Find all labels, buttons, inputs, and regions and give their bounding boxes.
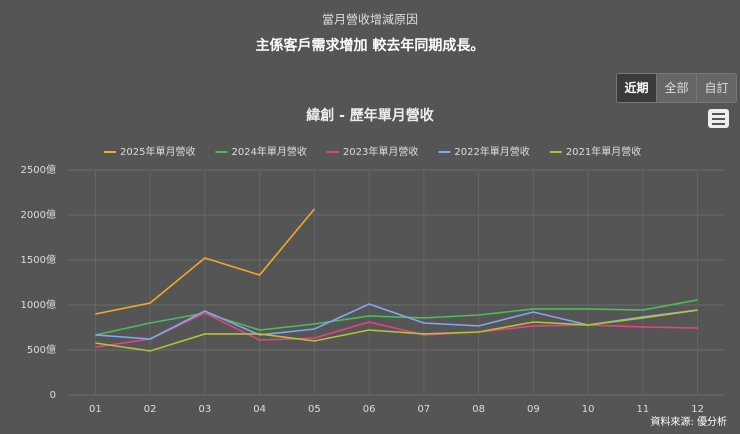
range-buttons: 近期 全部 自訂 [616, 73, 737, 103]
y-tick-label: 2500億 [21, 163, 56, 176]
menu-icon[interactable] [708, 109, 729, 128]
chart-title: 緯創 - 歷年單月營收 [306, 107, 435, 124]
legend-label: 2022年單月營收 [454, 145, 529, 158]
legend-label: 2024年單月營收 [231, 145, 306, 158]
x-tick-label: 06 [363, 404, 376, 415]
y-tick-label: 2000億 [21, 208, 56, 221]
x-tick-label: 01 [89, 404, 102, 415]
x-tick-label: 05 [308, 404, 321, 415]
x-tick-label: 07 [418, 404, 431, 415]
legend-label: 2025年單月營收 [120, 145, 195, 158]
series-line [95, 208, 315, 315]
x-tick-label: 03 [199, 404, 212, 415]
range-button[interactable]: 近期 [617, 74, 656, 102]
legend-label: 2021年單月營收 [566, 145, 641, 158]
range-button[interactable]: 自訂 [696, 74, 736, 102]
series-line [95, 312, 698, 348]
y-tick-label: 1500億 [21, 253, 56, 266]
y-tick-label: 0 [50, 390, 56, 401]
range-button[interactable]: 全部 [656, 74, 696, 102]
header-title: 當月營收增減原因 [322, 12, 418, 27]
x-tick-label: 08 [472, 404, 485, 415]
y-tick-label: 500億 [27, 343, 56, 356]
series-line [95, 299, 698, 336]
reason: 主係客戶需求增加 較去年同期成長。 [256, 37, 485, 54]
x-tick-label: 10 [582, 404, 595, 415]
x-tick-label: 11 [637, 404, 650, 415]
x-tick-label: 12 [691, 404, 704, 415]
series-line [95, 309, 698, 352]
x-tick-label: 02 [144, 404, 157, 415]
source: 資料來源: 優分析 [650, 415, 727, 428]
legend-label: 2023年單月營收 [343, 145, 418, 158]
x-tick-label: 04 [253, 404, 266, 415]
x-tick-label: 09 [527, 404, 540, 415]
y-tick-label: 1000億 [21, 298, 56, 311]
